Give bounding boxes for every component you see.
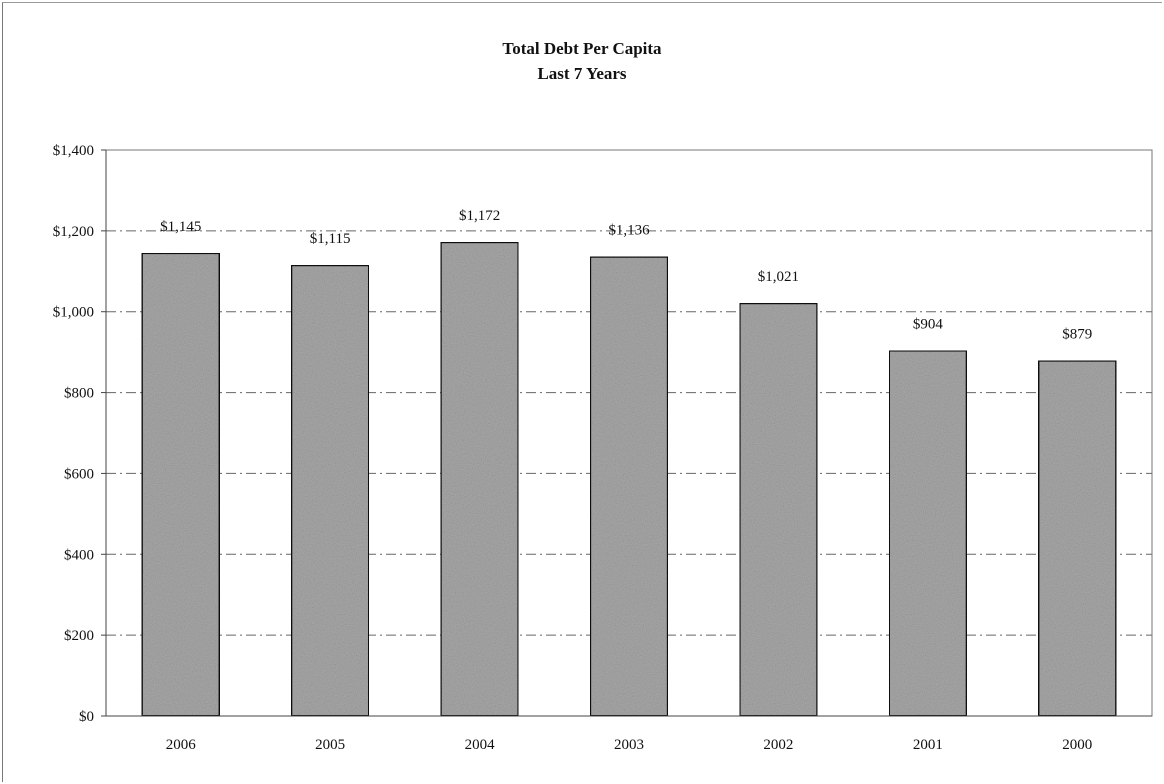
y-tick-label: $0 [79, 709, 94, 725]
bar [290, 264, 370, 717]
data-label: $1,145 [160, 219, 201, 235]
x-tick-label: 2004 [465, 737, 496, 753]
x-tick-label: 2000 [1062, 737, 1092, 753]
data-label: $1,136 [608, 223, 650, 239]
y-tick-label: $200 [64, 628, 94, 644]
x-tick-label: 2003 [614, 737, 644, 753]
chart-title-block: Total Debt Per Capita Last 7 Years [0, 36, 1164, 86]
data-label: $904 [913, 317, 944, 333]
x-axis: 2006 2005 2004 2003 2002 2001 2000 [106, 715, 1152, 753]
data-label: $1,172 [459, 208, 500, 224]
chart-title: Total Debt Per Capita [502, 39, 662, 58]
bar [589, 255, 669, 717]
bar [738, 302, 819, 717]
x-tick-label: 2002 [763, 737, 793, 753]
data-labels: $1,145 $1,115 $1,172 $1,136 $1,021 $904 $879 [160, 208, 1092, 342]
y-tick-label: $600 [64, 466, 94, 482]
bars [140, 241, 1118, 717]
bar [140, 252, 221, 717]
chart-subtitle: Last 7 Years [537, 64, 627, 83]
x-tick-label: 2001 [913, 737, 943, 753]
bar [439, 241, 520, 717]
bar [1037, 359, 1118, 717]
y-tick-label: $400 [64, 547, 94, 563]
bar [888, 349, 968, 717]
y-tick-label: $1,400 [53, 143, 94, 159]
y-axis: $0 $200 $400 $600 $800 $1,000 $1,200 $1,400 [53, 143, 107, 725]
data-label: $879 [1062, 327, 1092, 343]
data-label: $1,021 [758, 269, 799, 285]
y-tick-label: $1,000 [53, 305, 94, 321]
data-label: $1,115 [310, 231, 351, 247]
x-tick-label: 2006 [166, 737, 197, 753]
y-tick-label: $800 [64, 386, 94, 402]
y-tick-label: $1,200 [53, 224, 94, 240]
x-tick-label: 2005 [315, 737, 345, 753]
